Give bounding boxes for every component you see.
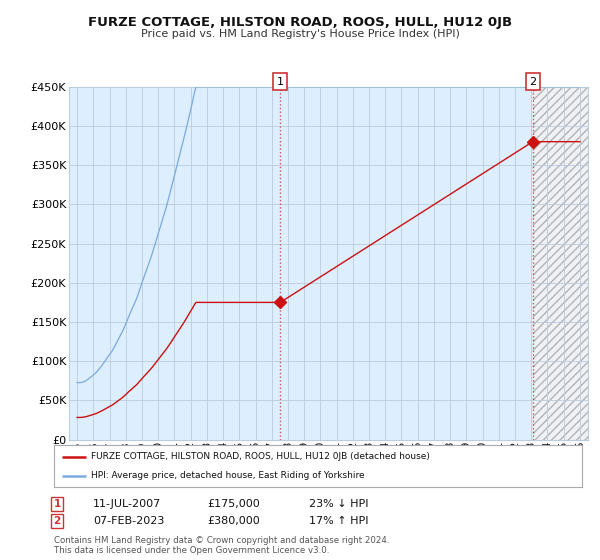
Bar bbox=[533, 87, 588, 440]
Text: 2: 2 bbox=[529, 77, 536, 87]
Text: FURZE COTTAGE, HILSTON ROAD, ROOS, HULL, HU12 0JB: FURZE COTTAGE, HILSTON ROAD, ROOS, HULL,… bbox=[88, 16, 512, 29]
Text: 11-JUL-2007: 11-JUL-2007 bbox=[93, 499, 161, 509]
Text: 1: 1 bbox=[53, 499, 61, 509]
Text: 2: 2 bbox=[53, 516, 61, 526]
Text: £380,000: £380,000 bbox=[207, 516, 260, 526]
Text: FURZE COTTAGE, HILSTON ROAD, ROOS, HULL, HU12 0JB (detached house): FURZE COTTAGE, HILSTON ROAD, ROOS, HULL,… bbox=[91, 452, 430, 461]
Text: 23% ↓ HPI: 23% ↓ HPI bbox=[309, 499, 368, 509]
Text: This data is licensed under the Open Government Licence v3.0.: This data is licensed under the Open Gov… bbox=[54, 546, 329, 555]
Text: Price paid vs. HM Land Registry's House Price Index (HPI): Price paid vs. HM Land Registry's House … bbox=[140, 29, 460, 39]
Text: Contains HM Land Registry data © Crown copyright and database right 2024.: Contains HM Land Registry data © Crown c… bbox=[54, 536, 389, 545]
Text: £175,000: £175,000 bbox=[207, 499, 260, 509]
Text: 1: 1 bbox=[277, 77, 284, 87]
Text: 17% ↑ HPI: 17% ↑ HPI bbox=[309, 516, 368, 526]
Text: 07-FEB-2023: 07-FEB-2023 bbox=[93, 516, 164, 526]
Text: HPI: Average price, detached house, East Riding of Yorkshire: HPI: Average price, detached house, East… bbox=[91, 472, 365, 480]
